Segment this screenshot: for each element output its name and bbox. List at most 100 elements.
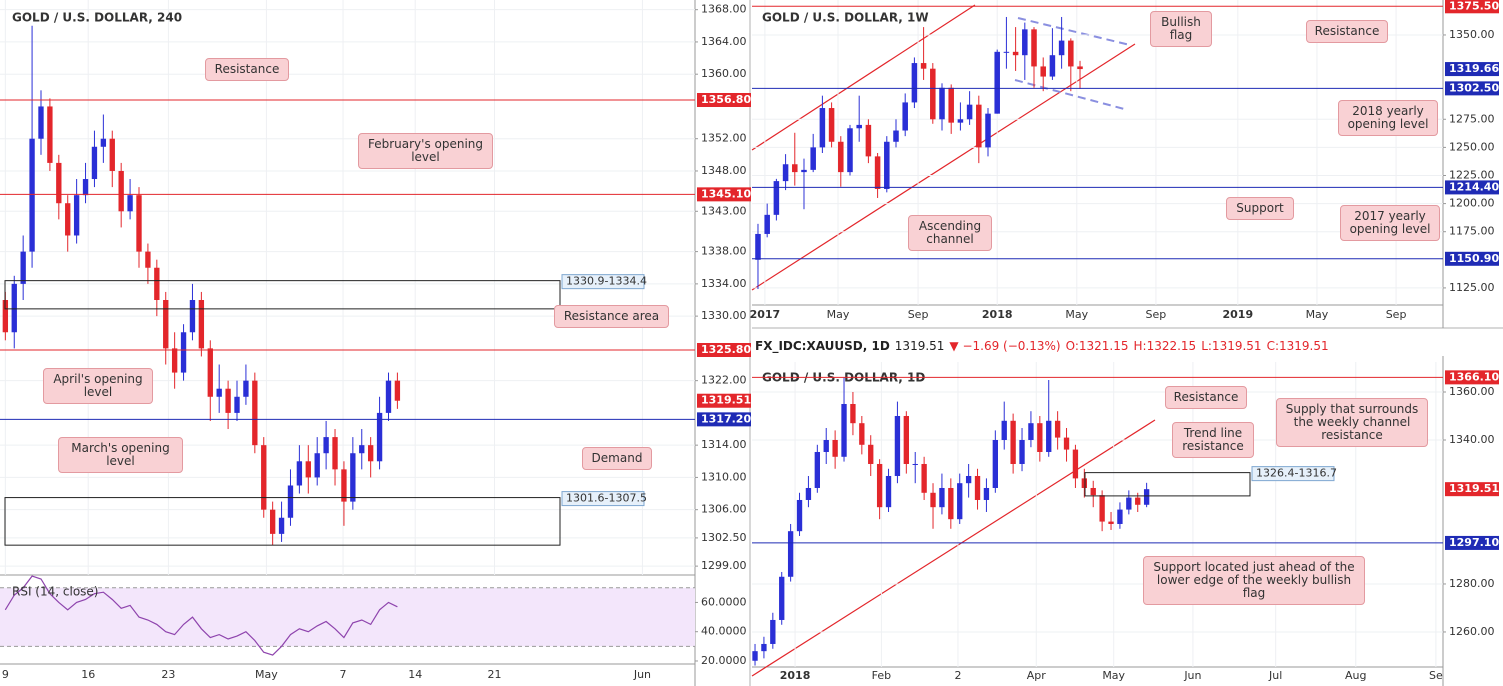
level-label-box <box>1445 0 1499 14</box>
candle-body <box>56 162 62 204</box>
rsi-title: RSI (14, close) <box>12 585 98 599</box>
header-item: L:1319.51 <box>1201 339 1262 353</box>
x-tick-label: 14 <box>408 668 422 681</box>
candle-body <box>911 63 918 103</box>
level-label: 1297.10 <box>1449 536 1499 549</box>
callout-text: Supply that surrounds <box>1285 402 1419 416</box>
level-label: 1366.10 <box>1449 370 1499 383</box>
level-label-box <box>1445 251 1499 266</box>
candle-body <box>939 487 945 508</box>
y-tick-label: 40.0000 <box>701 625 747 638</box>
callout: March's opening level <box>58 437 183 473</box>
callout: 2017 yearly opening level <box>1340 205 1440 241</box>
level-label-box <box>1445 180 1499 195</box>
x-tick-label: 2017 <box>750 308 781 321</box>
callout-text: Resistance area <box>563 309 660 323</box>
candle-body <box>782 164 789 182</box>
channel-line <box>751 4 976 151</box>
callout: Trend line resistance <box>1172 422 1254 458</box>
y-tick-label: 1225.00 <box>1449 168 1495 181</box>
candle-body <box>841 403 847 457</box>
x-tick-label: Sep <box>1146 308 1167 321</box>
callout: April's opening level <box>43 368 153 404</box>
candle-body <box>976 104 982 148</box>
zone-label: 1330.9-1334.4 <box>566 275 647 288</box>
candle-body <box>939 87 945 120</box>
candle-body <box>801 169 807 173</box>
candle-body <box>994 51 1000 114</box>
callout-text: lower edge of the weekly bullish <box>1156 573 1352 587</box>
y-tick-label: 60.0000 <box>701 595 747 608</box>
candle-body <box>1117 509 1123 524</box>
level-label: 1317.20 <box>701 412 751 425</box>
zone-label: 1301.6-1307.5 <box>566 492 647 505</box>
y-tick-label: 1200.00 <box>1449 197 1495 210</box>
candle-body <box>865 124 872 157</box>
candle-body <box>73 195 80 236</box>
candle-body <box>1028 423 1034 440</box>
header-item: FX_IDC:XAUUSD, 1D <box>755 339 890 353</box>
candle-body <box>992 439 998 488</box>
candle-body <box>796 499 803 532</box>
callout-text: level <box>83 385 113 399</box>
candle-body <box>1040 66 1046 77</box>
x-tick-label: May <box>827 308 850 321</box>
candle-body <box>234 396 240 413</box>
callout: Support <box>1226 197 1294 220</box>
callout-text: April's opening <box>53 372 143 386</box>
candle-body <box>828 108 835 142</box>
callout-text: resistance <box>1321 428 1383 442</box>
candle-body <box>136 195 142 252</box>
candle-body <box>1108 521 1114 524</box>
candle-body <box>1081 478 1087 488</box>
plot-area <box>752 0 1443 305</box>
callout: Resistance <box>1165 386 1247 409</box>
y-tick-label: 1364.00 <box>701 35 747 48</box>
callout: Demand <box>582 447 652 470</box>
candle-body <box>29 138 35 252</box>
x-tick-label: 16 <box>81 668 95 681</box>
callout-text: 2017 yearly <box>1354 209 1426 223</box>
y-tick-label: 1322.00 <box>701 374 747 387</box>
candle-body <box>1001 420 1007 440</box>
candle-body <box>287 485 294 518</box>
candle-body <box>770 619 776 644</box>
candle-body <box>1072 449 1079 479</box>
candle-body <box>82 179 89 196</box>
level-label: 1375.50 <box>1449 0 1499 12</box>
callout-text: channel <box>926 232 974 246</box>
x-tick-label: Sep <box>1386 308 1407 321</box>
y-tick-label: 1280.00 <box>1449 577 1495 590</box>
candle-body <box>1090 487 1096 496</box>
chart-title: GOLD / U.S. DOLLAR, 240 <box>12 11 182 25</box>
x-tick-label: May <box>1065 308 1088 321</box>
candle-body <box>773 181 780 215</box>
level-label-box <box>1445 62 1499 77</box>
callout: Ascending channel <box>908 215 992 251</box>
candle-body <box>323 437 329 454</box>
callout: Support located just ahead of the lower e… <box>1143 556 1365 605</box>
level-label: 1319.66 <box>1449 62 1499 75</box>
zone-label: 1326.4-1316.7 <box>1256 467 1337 480</box>
candle-body <box>761 643 767 652</box>
level-label: 1345.10 <box>701 187 751 200</box>
candle-body <box>965 475 972 484</box>
callout: Supply that surrounds the weekly channel r… <box>1276 398 1428 447</box>
level-label: 1214.40 <box>1449 180 1499 193</box>
callout-text: Demand <box>591 451 643 465</box>
level-label-box <box>697 93 751 107</box>
trend-line <box>751 419 1156 677</box>
level-label: 1319.51 <box>701 394 751 407</box>
header-item: C:1319.51 <box>1266 339 1329 353</box>
level-label-box <box>697 343 751 357</box>
candle-body <box>127 195 133 212</box>
candle-body <box>207 348 213 397</box>
y-tick-label: 1348.00 <box>701 164 747 177</box>
candle-body <box>1022 29 1028 56</box>
x-tick-label: 7 <box>340 668 347 681</box>
level-label-box <box>1445 535 1499 550</box>
y-tick-label: 1360.00 <box>701 67 747 80</box>
candle-body <box>11 283 17 333</box>
symbol-header: FX_IDC:XAUUSD, 1D 1319.51 ▼ −1.69 (−0.13%)… <box>755 339 1334 353</box>
x-tick-label: Jul <box>1268 669 1282 682</box>
